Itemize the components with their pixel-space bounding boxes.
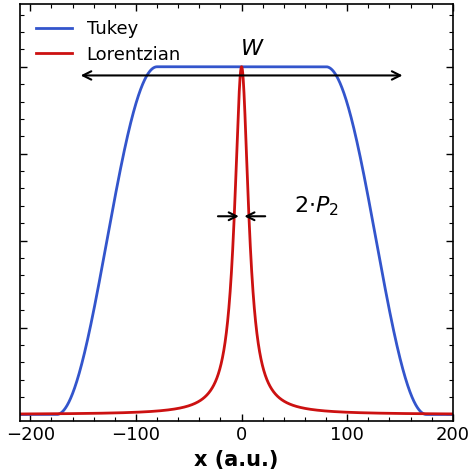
Lorentzian	[239, 64, 245, 70]
Legend: Tukey, Lorentzian: Tukey, Lorentzian	[29, 13, 188, 71]
Lorentzian	[426, 411, 431, 417]
Tukey	[154, 64, 160, 70]
Tukey	[392, 332, 398, 338]
Lorentzian	[297, 404, 302, 410]
X-axis label: x (a.u.): x (a.u.)	[194, 450, 279, 470]
Lorentzian	[151, 409, 157, 414]
Text: $2{\cdot}P_2$: $2{\cdot}P_2$	[294, 194, 339, 218]
Tukey	[426, 411, 431, 417]
Line: Tukey: Tukey	[0, 67, 474, 414]
Text: $W$: $W$	[240, 38, 264, 60]
Tukey	[297, 64, 302, 70]
Tukey	[325, 64, 330, 70]
Lorentzian	[392, 410, 398, 416]
Tukey	[151, 64, 157, 70]
Lorentzian	[325, 408, 330, 414]
Line: Lorentzian: Lorentzian	[0, 67, 474, 414]
